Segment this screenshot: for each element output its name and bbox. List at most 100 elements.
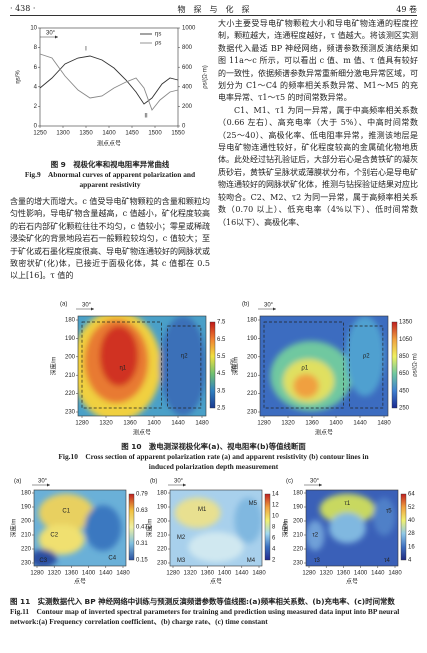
x-tick-label: 1400 bbox=[102, 131, 116, 137]
direction-arrow bbox=[273, 307, 276, 311]
direction-arrow bbox=[319, 483, 322, 487]
colorbar-tick-label: 6 bbox=[272, 536, 276, 542]
colorbar-tick-label: 3.5 bbox=[217, 388, 226, 394]
caption-cn: 图 11 实测数据代入 BP 神经网络中训练与预测反演频谱参数等值线图:(a)频… bbox=[10, 597, 395, 606]
y-tick-label: 4 bbox=[34, 84, 38, 90]
contour-blobs bbox=[174, 497, 262, 563]
zone-label: C2 bbox=[50, 533, 58, 539]
contour-blobs bbox=[34, 493, 122, 566]
y-tick-label: 0 bbox=[182, 124, 186, 130]
x-tick-label: 1280 bbox=[302, 571, 316, 577]
colorbar-tick-label: 0.31 bbox=[136, 541, 148, 547]
plot-frame bbox=[259, 315, 389, 417]
x-tick-label: 1320 bbox=[184, 571, 198, 577]
contour-region bbox=[373, 497, 396, 536]
x-tick-label: 1400 bbox=[354, 571, 368, 577]
x-tick-label: 1400 bbox=[218, 571, 232, 577]
x-tick-label: 1320 bbox=[48, 571, 62, 577]
caption-en: Fig.11 Contour map of inverted spectral … bbox=[10, 607, 400, 626]
y-tick-label: 220 bbox=[293, 547, 304, 553]
contour-fill bbox=[260, 316, 388, 416]
figure-10: η1 η2 (a) 30° 180 190 200 210 220 230 1280 1320 1360… bbox=[50, 302, 417, 437]
y-tick-label: 230 bbox=[65, 410, 76, 416]
y-tick-label: 200 bbox=[157, 519, 168, 525]
colorbar-tick-label: 2 bbox=[272, 558, 276, 564]
y-axis-label: 深度/m bbox=[146, 519, 154, 538]
contour-fill bbox=[78, 316, 206, 416]
colorbar bbox=[128, 493, 135, 561]
y-tick-label: 6 bbox=[34, 65, 38, 71]
zone-box bbox=[263, 321, 344, 409]
colorbar-tick-label: 14 bbox=[272, 492, 279, 498]
y-tick-label: 180 bbox=[247, 318, 258, 324]
header-rule bbox=[10, 15, 417, 16]
zone-box bbox=[349, 325, 384, 409]
page-number: · 438 · bbox=[10, 4, 36, 13]
zone-label: τ4 bbox=[384, 558, 390, 564]
colorbar-tick-label: 1350 bbox=[399, 320, 413, 326]
zone-box bbox=[167, 325, 202, 409]
contour-fill bbox=[170, 490, 262, 566]
x-tick-label: 1480 bbox=[252, 571, 266, 577]
colorbar-label: ρs/(Ω·m) bbox=[413, 353, 417, 377]
plot-frame bbox=[77, 315, 207, 417]
y-tick-label: 200 bbox=[21, 519, 32, 525]
x-tick-label: 1280 bbox=[75, 421, 89, 427]
colorbar-label: c bbox=[148, 526, 154, 529]
colorbar-tick-label: 4 bbox=[272, 547, 276, 553]
x-tick-label: 1480 bbox=[116, 571, 130, 577]
colorbar bbox=[264, 493, 271, 561]
contour-region bbox=[293, 374, 319, 398]
colorbar bbox=[400, 493, 407, 561]
zone-box bbox=[81, 321, 162, 409]
y-tick-label: 230 bbox=[247, 410, 258, 416]
x-axis-label: 点号 bbox=[210, 578, 222, 586]
paragraph: 大小主要受导电矿物颗粒大小和导电矿物连通的程度控制，颗粒越大，连通程度越好，τ … bbox=[218, 19, 418, 103]
panel-label: (a) bbox=[60, 302, 67, 308]
volume: 49 卷 bbox=[396, 5, 417, 14]
colorbar-tick-label: 0.63 bbox=[136, 508, 148, 514]
y-tick-label: 220 bbox=[157, 547, 168, 553]
colorbar-tick-label: 7.5 bbox=[217, 320, 226, 326]
direction-note: 30° bbox=[264, 303, 274, 309]
x-tick-label: 1550 bbox=[171, 131, 185, 137]
x-tick-label: 1400 bbox=[147, 421, 161, 427]
colorbar-tick-label: 1050 bbox=[399, 337, 413, 343]
contour-region bbox=[306, 520, 325, 551]
y-tick-label: 180 bbox=[293, 491, 304, 497]
contour-region bbox=[234, 497, 262, 544]
y-tick-label: 210 bbox=[65, 373, 76, 379]
x-axis-label: 点号 bbox=[74, 578, 86, 586]
y-axis-label: 深度/m bbox=[282, 519, 290, 538]
x-tick-label: 1360 bbox=[337, 571, 351, 577]
y-tick-label: 190 bbox=[65, 336, 76, 342]
contour-blobs bbox=[306, 493, 396, 551]
plot-frame bbox=[33, 489, 127, 567]
colorbar-tick-label: 52 bbox=[408, 505, 415, 511]
colorbar bbox=[391, 321, 398, 409]
x-tick-label: 1320 bbox=[99, 421, 113, 427]
y-tick-label: 190 bbox=[247, 336, 258, 342]
x-tick-label: 1440 bbox=[235, 571, 249, 577]
x-tick-label: 1360 bbox=[201, 571, 215, 577]
y-tick-label: 190 bbox=[157, 505, 168, 511]
contour-fill bbox=[34, 490, 126, 566]
colorbar-tick-label: 4 bbox=[408, 558, 412, 564]
right-column: 大小主要受导电矿物颗粒大小和导电矿物连通的程度控制，颗粒越大，连通程度越好，τ … bbox=[218, 18, 418, 229]
plot-frame bbox=[169, 489, 263, 567]
y-tick-label: 190 bbox=[293, 505, 304, 511]
direction-arrow bbox=[91, 307, 94, 311]
y-tick-label: 180 bbox=[65, 318, 76, 324]
x-tick-label: 1360 bbox=[123, 421, 137, 427]
colorbar-tick-label: 4.5 bbox=[217, 371, 226, 377]
x-tick-label: 1440 bbox=[353, 421, 367, 427]
colorbar-tick-label: 40 bbox=[408, 518, 415, 524]
left-paragraph: 含量的增大而增大。c 值受导电矿物颗粒的含量和颗粒均匀性影响，导电矿物含量越高，… bbox=[10, 197, 210, 281]
contour-region bbox=[84, 505, 122, 551]
zone-label: M2 bbox=[177, 535, 186, 541]
y-tick-label: 200 bbox=[293, 519, 304, 525]
y-tick-label: 190 bbox=[21, 505, 32, 511]
x-tick-label: 1350 bbox=[79, 131, 93, 137]
direction-note: 30° bbox=[174, 479, 184, 485]
y-tick-label: 210 bbox=[293, 533, 304, 539]
